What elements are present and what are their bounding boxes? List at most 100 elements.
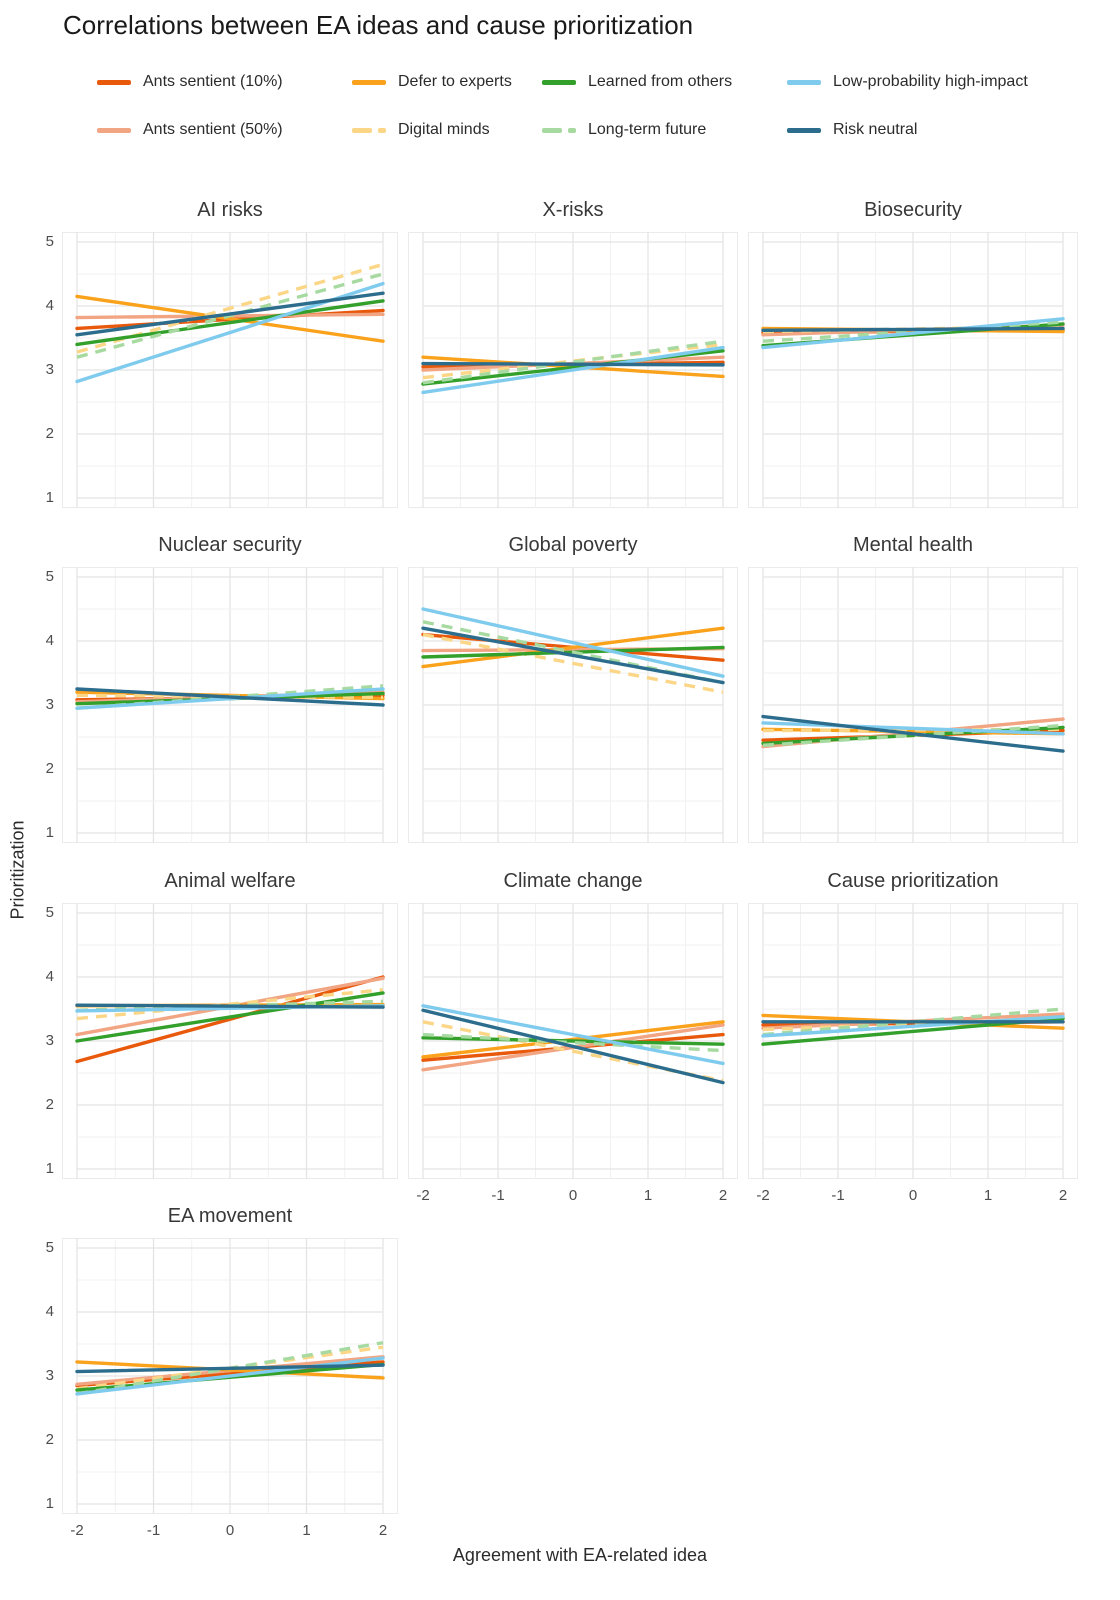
series-line-risk-neutral bbox=[75, 291, 385, 337]
x-tick-label: -2 bbox=[756, 1187, 770, 1204]
y-tick-label: 2 bbox=[45, 760, 54, 777]
legend-swatch-learned-from-others bbox=[542, 79, 576, 85]
facet-ai-risks: AI risks 1 2 3 4 5 bbox=[46, 199, 398, 508]
facet-title-biosecurity: Biosecurity bbox=[864, 199, 962, 221]
x-tick-label: 1 bbox=[983, 1187, 993, 1204]
legend-swatch-ants-sentient-10 bbox=[97, 79, 131, 85]
facet-title-climate-change: Climate change bbox=[503, 870, 643, 892]
series-line-ants-sentient-10 bbox=[75, 975, 385, 1064]
legend-item-ants-sentient-10: Ants sentient (10%) bbox=[97, 72, 283, 92]
legend-item-digital-minds: Digital minds bbox=[352, 120, 490, 140]
series-line-low-probability-high-impact bbox=[421, 607, 725, 678]
facet-title-cause-prioritization: Cause prioritization bbox=[827, 870, 999, 892]
series-line-risk-neutral bbox=[75, 687, 385, 707]
facet-panel-mental-health bbox=[748, 567, 1078, 843]
legend-label-digital-minds: Digital minds bbox=[398, 121, 490, 138]
series-line-low-probability-high-impact bbox=[761, 721, 1065, 736]
legend-swatch-digital-minds bbox=[352, 127, 386, 133]
series-line-long-term-future bbox=[762, 1007, 1064, 1037]
facet-animal-welfare: Animal welfare 1 2 3 4 5 bbox=[46, 870, 398, 1179]
x-tick-label: 2 bbox=[1058, 1187, 1068, 1204]
y-tick-label: 4 bbox=[45, 1303, 54, 1320]
facet-panel-ea-movement bbox=[62, 1238, 398, 1514]
legend-swatch-defer-to-experts bbox=[352, 79, 386, 85]
facet-x-risks: X-risks bbox=[408, 199, 738, 508]
series-line-long-term-future bbox=[762, 723, 1064, 748]
y-tick-label: 1 bbox=[45, 824, 54, 841]
facet-title-ea-movement: EA movement bbox=[167, 1205, 293, 1227]
y-tick-label: 3 bbox=[45, 1367, 54, 1384]
x-tick-label: -1 bbox=[146, 1522, 161, 1539]
facet-mental-health: Mental health bbox=[748, 534, 1078, 843]
series-line-learned-from-others bbox=[75, 299, 385, 347]
series-line-low-probability-high-impact bbox=[75, 1356, 385, 1396]
facet-panel-nuclear-security bbox=[62, 567, 398, 843]
series-line-risk-neutral bbox=[421, 1008, 725, 1085]
y-tick-label: 5 bbox=[45, 568, 54, 585]
series-line-low-probability-high-impact bbox=[421, 345, 725, 395]
y-tick-label: 1 bbox=[45, 1160, 54, 1177]
series-line-risk-neutral bbox=[421, 626, 725, 685]
legend-label-defer-to-experts: Defer to experts bbox=[398, 73, 512, 90]
x-tick-label: 1 bbox=[643, 1187, 653, 1204]
facet-panel-climate-change bbox=[408, 903, 738, 1179]
legend-label-low-probability-high-impact: Low-probability high-impact bbox=[833, 73, 1028, 90]
series-line-long-term-future bbox=[422, 339, 724, 385]
y-tick-label: 1 bbox=[45, 1495, 54, 1512]
series-line-risk-neutral bbox=[761, 714, 1065, 753]
series-line-defer-to-experts bbox=[421, 626, 725, 669]
series-line-digital-minds bbox=[422, 342, 724, 380]
series-line-low-probability-high-impact bbox=[761, 317, 1065, 350]
series-line-risk-neutral bbox=[75, 1363, 385, 1374]
y-tick-label: 5 bbox=[45, 233, 54, 250]
legend-label-learned-from-others: Learned from others bbox=[588, 73, 733, 90]
facet-title-global-poverty: Global poverty bbox=[508, 534, 638, 556]
legend-label-ants-sentient-10: Ants sentient (10%) bbox=[143, 73, 283, 90]
facet-title-x-risks: X-risks bbox=[542, 199, 604, 221]
x-axis-label: Agreement with EA-related idea bbox=[452, 1545, 708, 1565]
series-line-digital-minds bbox=[76, 262, 384, 354]
series-line-risk-neutral bbox=[761, 326, 1065, 333]
facet-climate-change: Climate change -2 -1 0 1 2 bbox=[408, 870, 738, 1204]
y-tick-label: 1 bbox=[45, 489, 54, 506]
legend-dash-segment bbox=[352, 127, 372, 133]
x-tick-label: 1 bbox=[302, 1522, 311, 1539]
legend-item-low-probability-high-impact: Low-probability high-impact bbox=[787, 72, 1028, 92]
y-tick-label: 4 bbox=[45, 968, 54, 985]
legend-item-defer-to-experts: Defer to experts bbox=[352, 72, 512, 92]
facet-panel-biosecurity bbox=[748, 232, 1078, 508]
legend-dash-segment bbox=[542, 127, 562, 133]
y-tick-label: 3 bbox=[45, 1032, 54, 1049]
legend-label-risk-neutral: Risk neutral bbox=[833, 121, 918, 138]
x-tick-label: 2 bbox=[718, 1187, 728, 1204]
legend-swatch-risk-neutral bbox=[787, 127, 821, 133]
series-line-risk-neutral bbox=[421, 361, 725, 367]
y-tick-label: 2 bbox=[45, 1431, 54, 1448]
legend-item-risk-neutral: Risk neutral bbox=[787, 120, 917, 140]
legend-dash-segment bbox=[568, 127, 576, 133]
x-tick-label: 2 bbox=[378, 1522, 388, 1539]
legend-item-long-term-future: Long-term future bbox=[542, 120, 706, 140]
series-line-learned-from-others bbox=[421, 1036, 725, 1046]
facet-panel-global-poverty bbox=[408, 567, 738, 843]
facet-biosecurity: Biosecurity bbox=[748, 199, 1078, 508]
facet-title-nuclear-security: Nuclear security bbox=[158, 534, 302, 556]
series-line-low-probability-high-impact bbox=[761, 1014, 1065, 1038]
facet-panel-x-risks bbox=[408, 232, 738, 508]
x-tick-label: -1 bbox=[491, 1187, 505, 1204]
y-tick-label: 3 bbox=[45, 361, 54, 378]
legend-swatch-ants-sentient-50 bbox=[97, 127, 131, 133]
facet-nuclear-security: Nuclear security 1 2 3 4 5 bbox=[46, 534, 398, 843]
legend-label-long-term-future: Long-term future bbox=[588, 121, 707, 138]
y-tick-label: 5 bbox=[45, 1239, 54, 1256]
series-line-risk-neutral bbox=[75, 1003, 385, 1009]
series-line-defer-to-experts bbox=[75, 294, 385, 343]
facet-panel-animal-welfare bbox=[62, 903, 398, 1179]
chart-title: Correlations between EA ideas and cause … bbox=[63, 10, 694, 40]
series-line-learned-from-others bbox=[75, 991, 385, 1043]
facet-title-animal-welfare: Animal welfare bbox=[164, 870, 296, 892]
series-line-digital-minds bbox=[422, 632, 724, 694]
legend-dash-segment bbox=[378, 127, 386, 133]
